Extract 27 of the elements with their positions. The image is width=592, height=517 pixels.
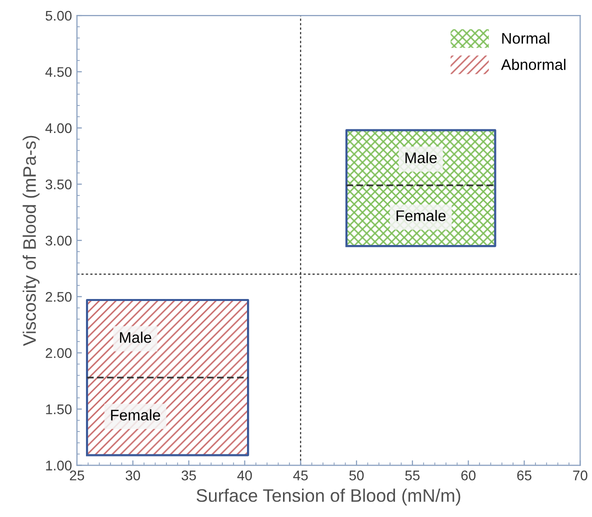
x-tick-label: 25 [70,470,84,480]
y-tick-label: 4.00 [45,123,72,134]
legend-label: Normal [502,32,550,44]
y-tick-label: 1.50 [46,404,72,414]
y-tick-label: 4.50 [45,67,72,77]
annotation: Male [120,332,152,343]
x-tick-label: 30 [126,470,140,480]
x-tick-label: 40 [237,470,252,480]
legend-label: Abnormal [501,58,566,70]
x-tick-label: 55 [405,470,420,480]
y-tick-label: 3.00 [46,236,72,246]
y-tick-label: 2.50 [46,292,72,302]
y-tick-label: 5.00 [46,10,72,21]
x-tick-label: 65 [517,470,532,480]
x-tick-label: 60 [461,470,476,480]
y-tick-label: 3.50 [46,180,72,190]
annotation: Female [111,409,160,420]
annotation: Female [396,210,446,222]
y-tick-label: 1.00 [46,460,72,470]
x-axis-title: Surface Tension of Blood (mN/m) [196,488,460,506]
x-tick-label: 70 [573,470,588,480]
y-axis-title: Viscosity of Blood (mPa-s) [22,136,40,346]
x-tick-label: 35 [182,470,196,480]
x-tick-label: 45 [293,470,308,480]
y-tick-label: 2.00 [46,348,72,358]
x-tick-label: 50 [349,470,364,480]
annotation: Male [406,152,437,164]
